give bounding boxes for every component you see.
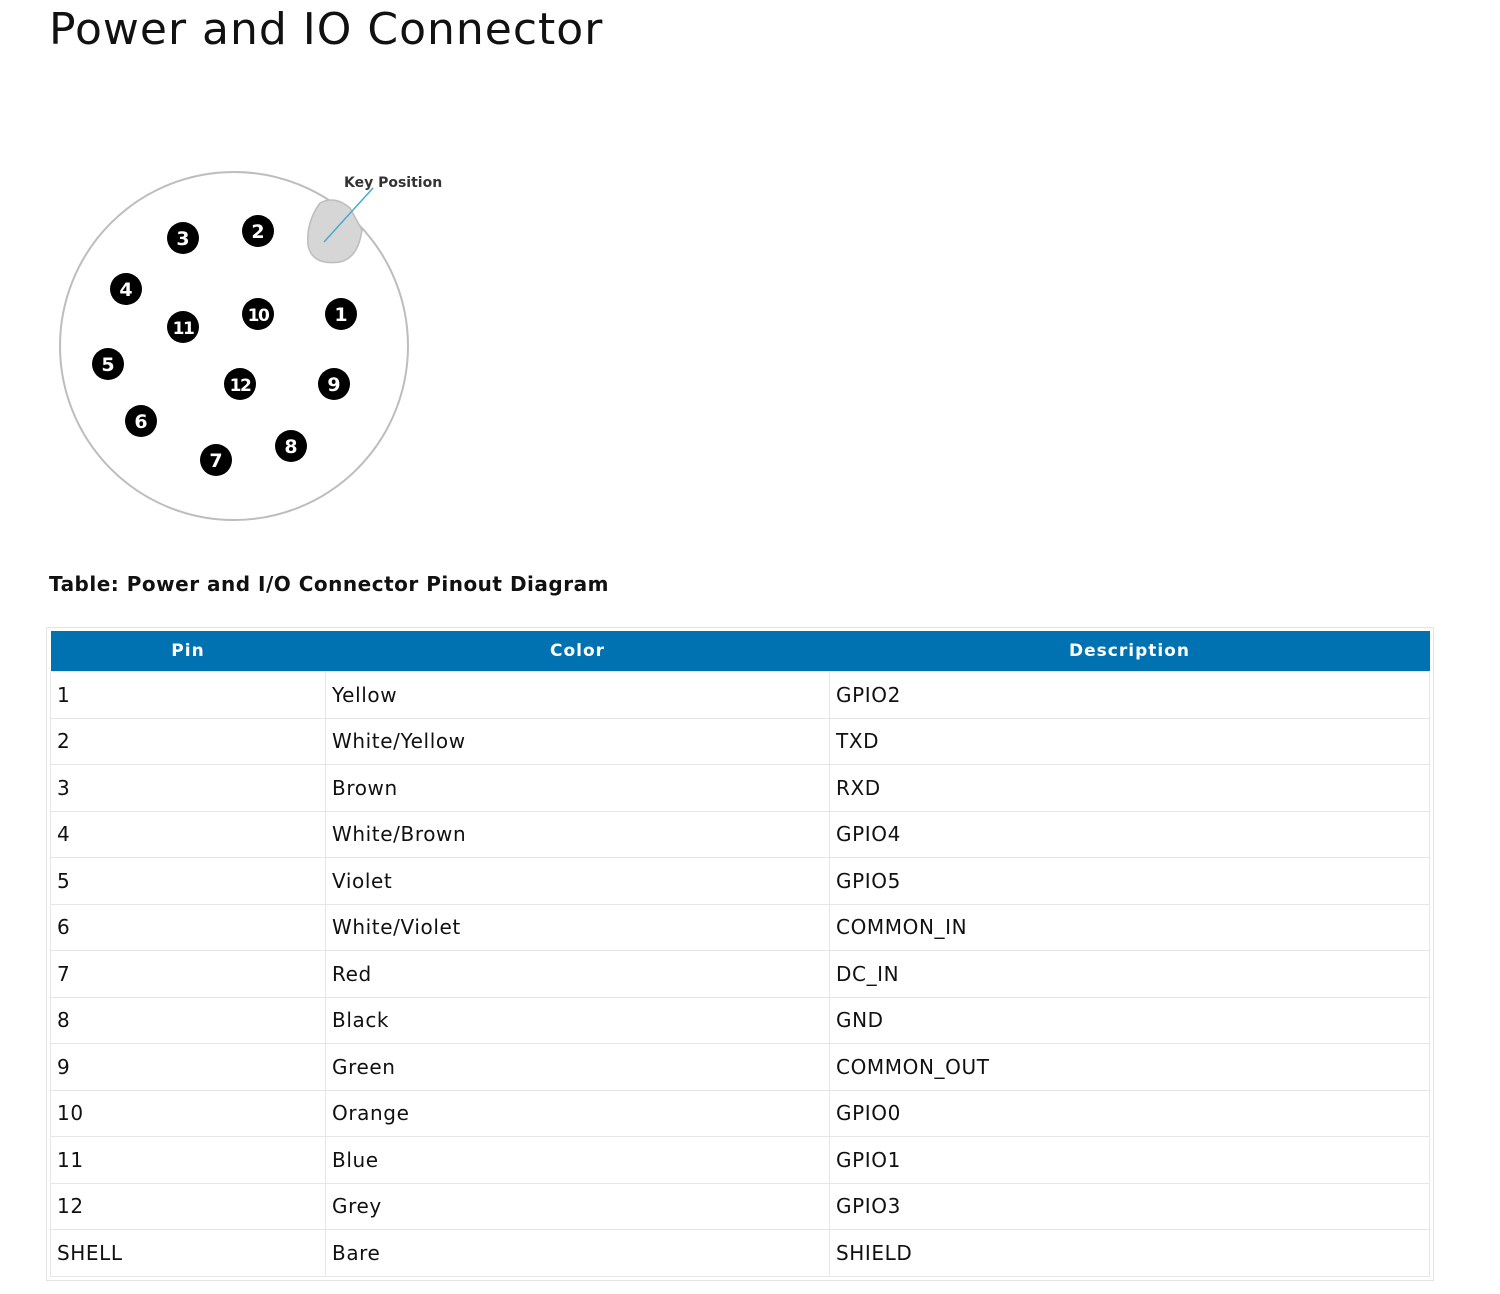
cell-color: White/Violet: [325, 903, 830, 951]
table-row: 8 Black GND: [50, 996, 1430, 1044]
cell-description: GPIO4: [829, 810, 1430, 858]
pin-5: 5: [92, 348, 124, 380]
cell-pin: 1: [50, 671, 326, 719]
table-row: 6 White/Violet COMMON_IN: [50, 903, 1430, 951]
cell-color: Black: [325, 996, 830, 1044]
cell-pin: 8: [50, 996, 326, 1044]
column-header-pin: Pin: [50, 631, 326, 672]
pin-number: 10: [248, 306, 270, 326]
cell-color: Grey: [325, 1182, 830, 1230]
table-row: 7 Red DC_IN: [50, 950, 1430, 998]
table-row: SHELL Bare SHIELD: [50, 1229, 1430, 1277]
pin-number: 7: [209, 450, 222, 472]
cell-color: White/Brown: [325, 810, 830, 858]
cell-pin: 12: [50, 1182, 326, 1230]
table-row: 10 Orange GPIO0: [50, 1089, 1430, 1137]
pin-11: 11: [167, 311, 199, 343]
cell-description: COMMON_OUT: [829, 1043, 1430, 1091]
cell-description: COMMON_IN: [829, 903, 1430, 951]
pin-dot: [275, 430, 307, 462]
pin-dot: [242, 215, 274, 247]
cell-color: Violet: [325, 857, 830, 905]
pin-6: 6: [125, 405, 157, 437]
cell-description: GPIO2: [829, 671, 1430, 719]
table-row: 4 White/Brown GPIO4: [50, 810, 1430, 858]
pin-3: 3: [167, 222, 199, 254]
cell-pin: 9: [50, 1043, 326, 1091]
table-row: 9 Green COMMON_OUT: [50, 1043, 1430, 1091]
pin-number: 9: [327, 374, 340, 396]
pin-dot: [125, 405, 157, 437]
pin-number: 4: [119, 279, 132, 301]
key-leader-line: [323, 187, 374, 243]
cell-color: Blue: [325, 1136, 830, 1184]
cell-description: RXD: [829, 764, 1430, 812]
cell-pin: 4: [50, 810, 326, 858]
table-row: 11 Blue GPIO1: [50, 1136, 1430, 1184]
pin-12: 12: [224, 368, 256, 400]
pin-number: 11: [173, 319, 194, 339]
column-header-description: Description: [829, 631, 1430, 672]
pin-number: 5: [101, 354, 114, 376]
cell-description: DC_IN: [829, 950, 1430, 998]
cell-pin: 2: [50, 717, 326, 765]
cell-pin: 11: [50, 1136, 326, 1184]
pin-dot: [110, 273, 142, 305]
cell-description: GPIO0: [829, 1089, 1430, 1137]
cell-color: Red: [325, 950, 830, 998]
cell-description: GPIO3: [829, 1182, 1430, 1230]
table-row: 3 Brown RXD: [50, 764, 1430, 812]
cell-pin: 10: [50, 1089, 326, 1137]
cell-pin: 5: [50, 857, 326, 905]
cell-pin: 7: [50, 950, 326, 998]
pin-dot: [325, 298, 357, 330]
table-caption: Table: Power and I/O Connector Pinout Di…: [49, 572, 609, 596]
pin-2: 2: [242, 215, 274, 247]
pin-dot: [167, 311, 199, 343]
key-position-label: Key Position: [344, 175, 442, 191]
pin-number: 8: [284, 436, 297, 458]
pin-number: 3: [176, 228, 189, 250]
page-title: Power and IO Connector: [49, 4, 604, 55]
pin-number: 1: [334, 304, 347, 326]
pin-10: 10: [242, 298, 274, 330]
table-row: 1 Yellow GPIO2: [50, 671, 1430, 719]
pin-7: 7: [200, 444, 232, 476]
column-header-color: Color: [325, 631, 830, 672]
pin-dot: [167, 222, 199, 254]
pin-number: 12: [230, 376, 251, 396]
pin-dot: [200, 444, 232, 476]
cell-pin: 3: [50, 764, 326, 812]
cell-pin: SHELL: [50, 1229, 326, 1277]
pin-dot: [318, 368, 350, 400]
pin-dot: [224, 368, 256, 400]
cell-description: SHIELD: [829, 1229, 1430, 1277]
cell-color: Bare: [325, 1229, 830, 1277]
table-row: 5 Violet GPIO5: [50, 857, 1430, 905]
cell-color: Brown: [325, 764, 830, 812]
pin-4: 4: [110, 273, 142, 305]
table-row: 12 Grey GPIO3: [50, 1182, 1430, 1230]
cell-description: TXD: [829, 717, 1430, 765]
cell-pin: 6: [50, 903, 326, 951]
pin-number: 2: [251, 221, 264, 243]
cell-description: GPIO5: [829, 857, 1430, 905]
cell-color: Green: [325, 1043, 830, 1091]
cell-description: GPIO1: [829, 1136, 1430, 1184]
cell-color: Orange: [325, 1089, 830, 1137]
pin-dot: [242, 298, 274, 330]
pin-8: 8: [275, 430, 307, 462]
cell-description: GND: [829, 996, 1430, 1044]
cell-color: Yellow: [325, 671, 830, 719]
pin-dot: [92, 348, 124, 380]
pin-number: 6: [134, 411, 147, 433]
table-row: 2 White/Yellow TXD: [50, 717, 1430, 765]
pin-9: 9: [318, 368, 350, 400]
pin-1: 1: [325, 298, 357, 330]
pinout-table: Pin Color Description 1 Yellow GPIO2 2 White…: [46, 627, 1434, 1281]
cell-color: White/Yellow: [325, 717, 830, 765]
